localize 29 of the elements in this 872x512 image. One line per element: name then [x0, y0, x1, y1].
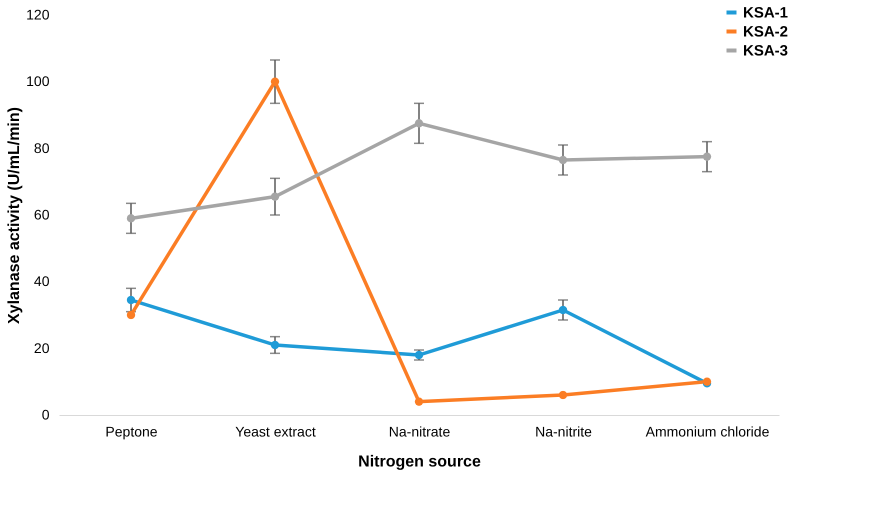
y-tick-label: 20 [34, 340, 50, 356]
point [558, 390, 568, 400]
y-tick-label: 0 [42, 406, 50, 422]
point [126, 214, 136, 223]
x-axis-title: Nitrogen source [358, 454, 481, 470]
y-tick-label: 80 [34, 140, 50, 156]
point [126, 296, 136, 304]
legend-label: KSA-1 [743, 4, 788, 22]
point [558, 156, 568, 164]
x-tick-label: Na-nitrate [388, 424, 450, 440]
point [126, 310, 136, 320]
point [270, 340, 280, 350]
legend-label: KSA-2 [743, 24, 788, 40]
point [558, 306, 568, 314]
y-tick-label: 100 [26, 73, 50, 90]
point [414, 397, 424, 406]
x-tick-label: Ammonium chloride [646, 424, 770, 440]
x-tick-label: Peptone [105, 424, 158, 440]
y-tick-label: 120 [26, 6, 50, 22]
point [270, 77, 280, 86]
point [702, 152, 712, 161]
x-tick-label: Na-nitrite [535, 424, 592, 440]
y-tick-label: 60 [34, 206, 50, 222]
x-tick-label: Yeast extract [235, 424, 316, 440]
legend-label: KSA-3 [743, 42, 788, 60]
point [414, 119, 424, 128]
point [270, 192, 280, 201]
y-tick-label: 40 [34, 273, 50, 290]
y-axis-title: Xylanase activity (U/mL/min) [6, 107, 24, 324]
